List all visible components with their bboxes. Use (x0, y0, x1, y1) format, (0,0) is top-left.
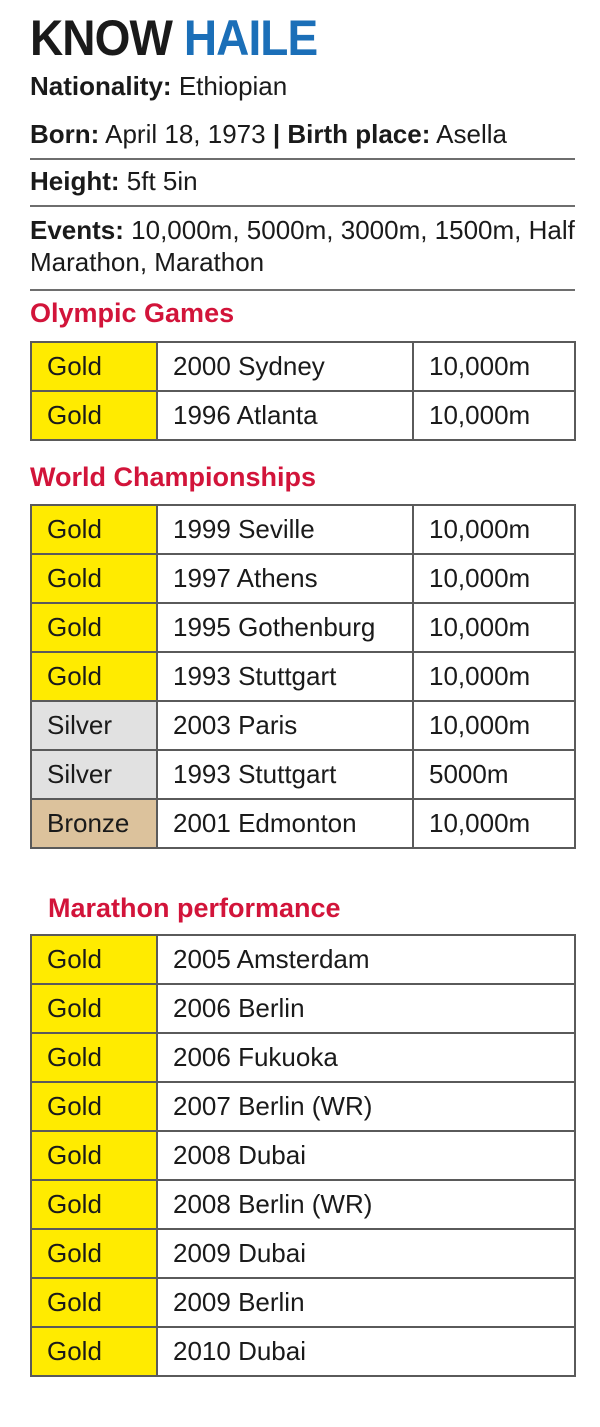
event-cell: 10,000m (412, 602, 576, 653)
venue-cell: 2010 Dubai (156, 1326, 576, 1377)
medal-cell: Gold (30, 1228, 158, 1279)
medal-cell: Gold (30, 341, 158, 392)
marathon-table: Gold 2005 Amsterdam Gold 2006 Berlin Gold 200… (30, 934, 576, 1377)
divider (30, 205, 575, 207)
venue-cell: 2008 Dubai (156, 1130, 576, 1181)
height-line: Height: 5ft 5in (30, 165, 575, 197)
divider (30, 158, 575, 160)
venue-cell: 1999 Seville (156, 504, 414, 555)
venue-cell: 2001 Edmonton (156, 798, 414, 849)
event-cell: 10,000m (412, 700, 576, 751)
medal-cell: Gold (30, 602, 158, 653)
birthplace-label: Birth place: (287, 119, 431, 149)
table-row: Gold 1999 Seville 10,000m (30, 504, 576, 555)
event-cell: 10,000m (412, 553, 576, 604)
venue-cell: 2006 Fukuoka (156, 1032, 576, 1083)
height-value: 5ft 5in (126, 166, 198, 196)
born-label: Born: (30, 119, 100, 149)
medal-cell: Gold (30, 1081, 158, 1132)
event-cell: 10,000m (412, 798, 576, 849)
table-row: Bronze 2001 Edmonton 10,000m (30, 798, 576, 849)
event-cell: 10,000m (412, 341, 576, 392)
venue-cell: 2007 Berlin (WR) (156, 1081, 576, 1132)
table-row: Gold 1995 Gothenburg 10,000m (30, 602, 576, 653)
marathon-heading: Marathon performance (48, 893, 341, 923)
table-row: Gold 2008 Berlin (WR) (30, 1179, 576, 1230)
table-row: Gold 1996 Atlanta 10,000m (30, 390, 576, 441)
table-row: Gold 2000 Sydney 10,000m (30, 341, 576, 392)
medal-cell: Gold (30, 934, 158, 985)
event-cell: 10,000m (412, 390, 576, 441)
birthplace-value: Asella (436, 119, 507, 149)
medal-cell: Gold (30, 553, 158, 604)
table-row: Gold 2006 Fukuoka (30, 1032, 576, 1083)
medal-cell: Gold (30, 504, 158, 555)
world-championships-table: Gold 1999 Seville 10,000m Gold 1997 Athens 10… (30, 504, 576, 849)
venue-cell: 2003 Paris (156, 700, 414, 751)
olympic-heading: Olympic Games (30, 298, 235, 328)
medal-cell: Gold (30, 1130, 158, 1181)
events-line: Events: 10,000m, 5000m, 3000m, 1500m, Ha… (30, 214, 575, 278)
venue-cell: 2000 Sydney (156, 341, 414, 392)
born-line: Born: April 18, 1973 | Birth place: Asel… (30, 118, 575, 150)
venue-cell: 2009 Berlin (156, 1277, 576, 1328)
venue-cell: 2008 Berlin (WR) (156, 1179, 576, 1230)
medal-cell: Gold (30, 1326, 158, 1377)
table-row: Gold 1993 Stuttgart 10,000m (30, 651, 576, 702)
title-haile: HAILE (183, 10, 318, 66)
nationality-line: Nationality: Ethiopian (30, 70, 575, 102)
table-row: Silver 2003 Paris 10,000m (30, 700, 576, 751)
medal-cell: Silver (30, 700, 158, 751)
venue-cell: 2006 Berlin (156, 983, 576, 1034)
world-championships-heading: World Championships (30, 462, 317, 492)
page-title: KNOW HAILE (30, 8, 318, 68)
divider (30, 289, 575, 291)
events-label: Events: (30, 215, 124, 245)
born-separator: | (272, 119, 281, 149)
olympic-table: Gold 2000 Sydney 10,000m Gold 1996 Atlanta 10… (30, 341, 576, 441)
event-cell: 10,000m (412, 504, 576, 555)
table-row: Gold 2010 Dubai (30, 1326, 576, 1377)
event-cell: 10,000m (412, 651, 576, 702)
venue-cell: 2009 Dubai (156, 1228, 576, 1279)
medal-cell: Gold (30, 390, 158, 441)
nationality-value: Ethiopian (178, 71, 288, 101)
medal-cell: Gold (30, 1032, 158, 1083)
venue-cell: 2005 Amsterdam (156, 934, 576, 985)
medal-cell: Gold (30, 1277, 158, 1328)
title-know: KNOW (30, 10, 173, 66)
nationality-label: Nationality: (30, 71, 172, 101)
table-row: Gold 1997 Athens 10,000m (30, 553, 576, 604)
table-row: Gold 2009 Berlin (30, 1277, 576, 1328)
venue-cell: 1996 Atlanta (156, 390, 414, 441)
table-row: Silver 1993 Stuttgart 5000m (30, 749, 576, 800)
table-row: Gold 2007 Berlin (WR) (30, 1081, 576, 1132)
table-row: Gold 2009 Dubai (30, 1228, 576, 1279)
venue-cell: 1997 Athens (156, 553, 414, 604)
medal-cell: Gold (30, 1179, 158, 1230)
venue-cell: 1993 Stuttgart (156, 651, 414, 702)
table-row: Gold 2005 Amsterdam (30, 934, 576, 985)
table-row: Gold 2008 Dubai (30, 1130, 576, 1181)
events-value: 10,000m, 5000m, 3000m, 1500m, Half Marat… (30, 215, 575, 277)
medal-cell: Gold (30, 983, 158, 1034)
medal-cell: Bronze (30, 798, 158, 849)
medal-cell: Gold (30, 651, 158, 702)
venue-cell: 1993 Stuttgart (156, 749, 414, 800)
table-row: Gold 2006 Berlin (30, 983, 576, 1034)
event-cell: 5000m (412, 749, 576, 800)
height-label: Height: (30, 166, 120, 196)
born-value: April 18, 1973 (105, 119, 266, 149)
venue-cell: 1995 Gothenburg (156, 602, 414, 653)
medal-cell: Silver (30, 749, 158, 800)
